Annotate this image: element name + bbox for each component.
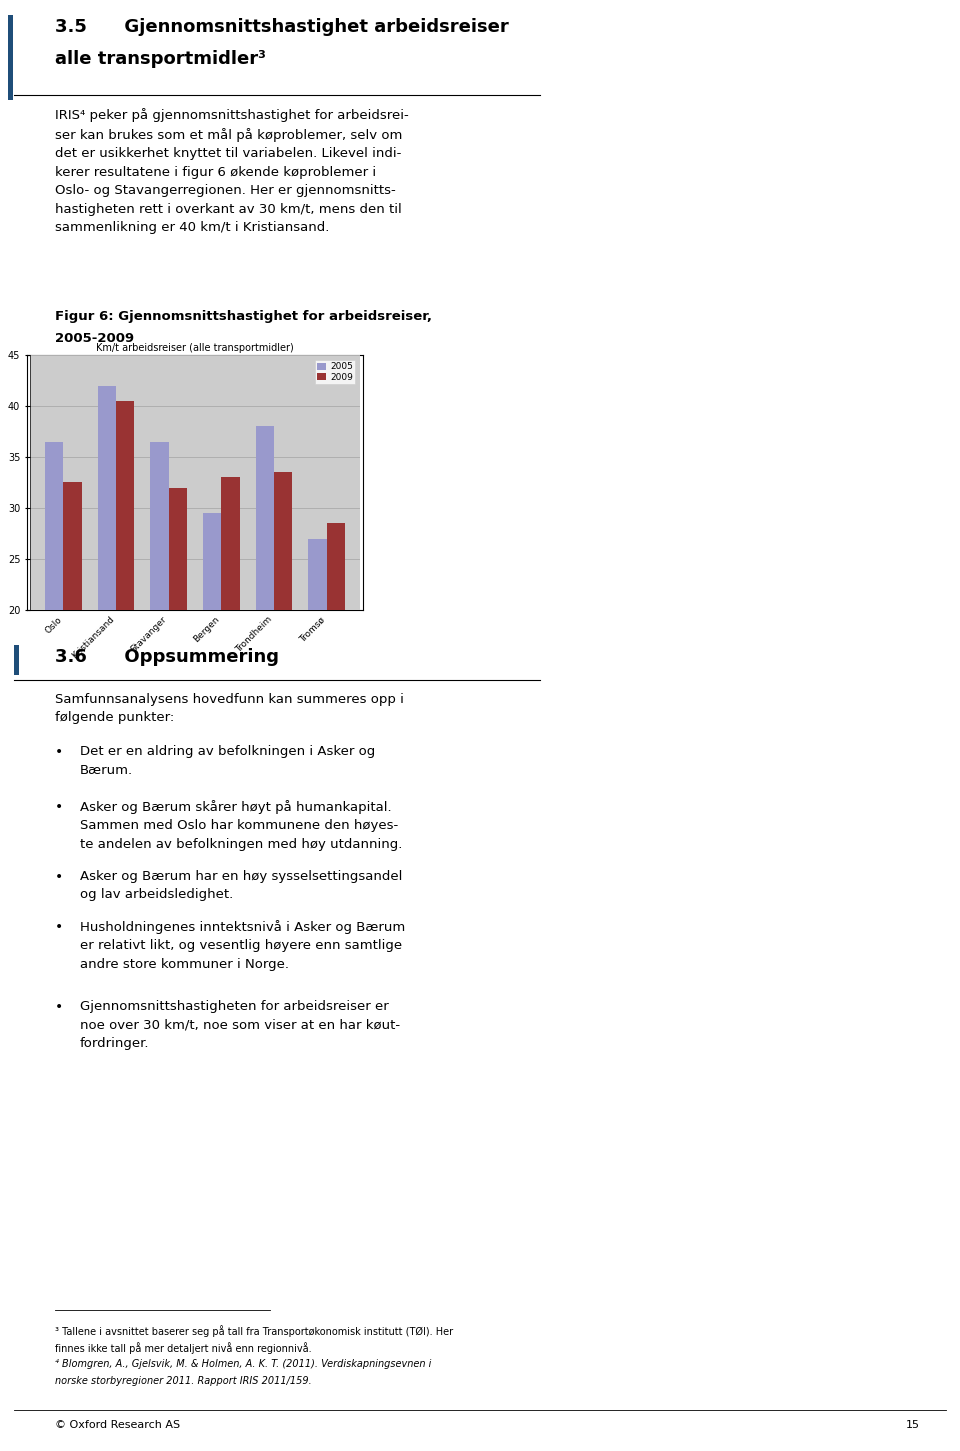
Text: Det er en aldring av befolkningen i Asker og
Bærum.: Det er en aldring av befolkningen i Aske…: [80, 744, 375, 776]
Text: •: •: [55, 871, 63, 884]
Bar: [222, 477, 240, 814]
Text: Figur 6: Gjennomsnittshastighet for arbeidsreiser,: Figur 6: Gjennomsnittshastighet for arbe…: [55, 311, 432, 324]
Bar: [63, 483, 82, 814]
Text: alle transportmidler³: alle transportmidler³: [55, 49, 266, 68]
Title: Km/t arbeidsreiser (alle transportmidler): Km/t arbeidsreiser (alle transportmidler…: [96, 342, 294, 353]
Text: Gjennomsnittshastigheten for arbeidsreiser er
noe over 30 km/t, noe som viser at: Gjennomsnittshastigheten for arbeidsreis…: [80, 1000, 400, 1051]
Bar: [308, 538, 326, 814]
Text: Asker og Bærum skårer høyt på humankapital.
Sammen med Oslo har kommunene den hø: Asker og Bærum skårer høyt på humankapit…: [80, 800, 402, 850]
Text: •: •: [55, 920, 63, 934]
Bar: [274, 472, 293, 814]
Bar: [45, 441, 63, 814]
Bar: [203, 514, 222, 814]
Bar: [255, 427, 274, 814]
Text: 15: 15: [906, 1421, 920, 1431]
Text: IRIS⁴ peker på gjennomsnittshastighet for arbeidsrei-
ser kan brukes som et mål : IRIS⁴ peker på gjennomsnittshastighet fo…: [55, 107, 409, 235]
Bar: [98, 386, 116, 814]
Text: 3.5      Gjennomsnittshastighet arbeidsreiser: 3.5 Gjennomsnittshastighet arbeidsreiser: [55, 17, 509, 36]
Text: © Oxford Research AS: © Oxford Research AS: [55, 1421, 180, 1431]
Bar: [116, 400, 134, 814]
Text: 3.6      Oppsummering: 3.6 Oppsummering: [55, 649, 279, 666]
Text: •: •: [55, 744, 63, 759]
Text: •: •: [55, 800, 63, 814]
Legend: 2005, 2009: 2005, 2009: [315, 360, 355, 385]
Bar: [151, 441, 169, 814]
Bar: [326, 524, 345, 814]
Text: finnes ikke tall på mer detaljert nivå enn regionnivå.: finnes ikke tall på mer detaljert nivå e…: [55, 1342, 312, 1354]
Text: norske storbyregioner 2011. Rapport IRIS 2011/159.: norske storbyregioner 2011. Rapport IRIS…: [55, 1376, 312, 1386]
Text: •: •: [55, 1000, 63, 1014]
Text: Husholdningenes inntektsnivå i Asker og Bærum
er relativt likt, og vesentlig høy: Husholdningenes inntektsnivå i Asker og …: [80, 920, 405, 971]
Text: ⁴ Blomgren, A., Gjelsvik, M. & Holmen, A. K. T. (2011). Verdiskapningsevnen i: ⁴ Blomgren, A., Gjelsvik, M. & Holmen, A…: [55, 1360, 431, 1368]
Text: 2005-2009: 2005-2009: [55, 332, 134, 345]
Bar: [169, 488, 187, 814]
Text: ³ Tallene i avsnittet baserer seg på tall fra Transportøkonomisk institutt (TØI): ³ Tallene i avsnittet baserer seg på tal…: [55, 1325, 453, 1336]
Text: Samfunnsanalysens hovedfunn kan summeres opp i
følgende punkter:: Samfunnsanalysens hovedfunn kan summeres…: [55, 694, 404, 724]
Text: Asker og Bærum har en høy sysselsettingsandel
og lav arbeidsledighet.: Asker og Bærum har en høy sysselsettings…: [80, 871, 402, 901]
